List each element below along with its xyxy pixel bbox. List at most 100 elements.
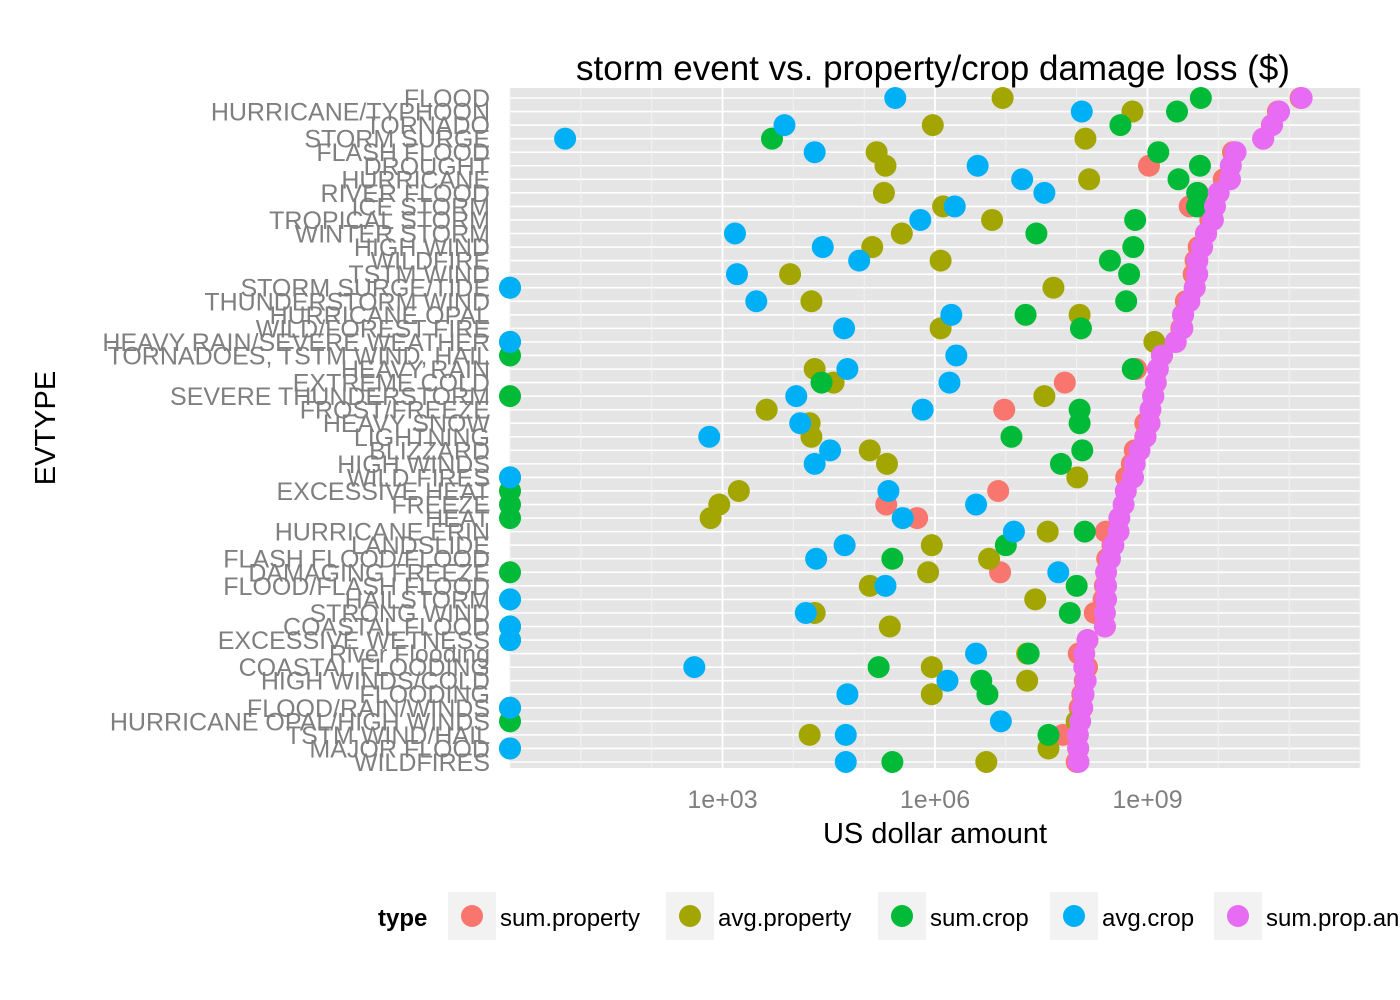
- point-avg.crop: [833, 317, 856, 340]
- point-avg.crop: [499, 466, 521, 489]
- legend-key-dot: [1063, 905, 1085, 927]
- point-avg.property: [1078, 168, 1101, 191]
- point-sum.crop: [881, 547, 904, 570]
- point-sum.property: [1053, 371, 1076, 394]
- point-avg.property: [875, 452, 898, 475]
- point-avg.crop: [836, 358, 859, 381]
- point-avg.crop: [945, 344, 968, 367]
- y-tick-label: HURRICANE ERIN: [275, 519, 490, 547]
- point-avg.property: [779, 263, 802, 286]
- y-tick-label: HIGH WINDS: [337, 451, 490, 479]
- point-avg.crop: [884, 87, 907, 109]
- point-sum.prop.and.crop: [1093, 615, 1116, 638]
- chart-title: storm event vs. property/crop damage los…: [576, 49, 1290, 88]
- legend-label: sum.prop.and.crop: [1266, 905, 1400, 932]
- legend-key-dot: [891, 905, 913, 927]
- y-tick-label: FLASH FLOOD/FLOOD: [223, 546, 490, 574]
- y-tick-label: HURRICANE OPAL: [270, 302, 491, 330]
- point-avg.crop: [794, 601, 817, 624]
- point-avg.crop: [811, 236, 834, 259]
- point-avg.crop: [1047, 561, 1070, 584]
- point-avg.property: [991, 87, 1014, 109]
- point-sum.crop: [1186, 195, 1209, 218]
- y-tick-label: WINTER STORM: [295, 221, 490, 249]
- y-tick-label: FLOODING: [359, 681, 490, 709]
- point-sum.crop: [1166, 100, 1189, 123]
- point-sum.crop: [1124, 208, 1147, 231]
- legend-label: sum.crop: [930, 905, 1029, 932]
- point-avg.property: [1016, 669, 1039, 692]
- point-sum.prop.and.crop: [1067, 751, 1090, 773]
- point-sum.crop: [1037, 723, 1060, 746]
- y-tick-label: THUNDERSTORM WIND: [204, 288, 490, 316]
- y-tick-label: EXCESSIVE HEAT: [277, 478, 491, 506]
- point-sum.crop: [1147, 141, 1170, 164]
- point-avg.property: [858, 574, 881, 597]
- point-avg.property: [727, 479, 750, 502]
- point-sum.crop: [1167, 168, 1190, 191]
- point-avg.crop: [909, 208, 932, 231]
- point-avg.crop: [1033, 181, 1056, 204]
- y-tick-label: HURRICANE/TYPHOON: [211, 99, 490, 127]
- point-sum.crop: [1109, 114, 1132, 137]
- y-tick-label: HEAVY RAIN/SEVERE WEATHER: [102, 329, 490, 357]
- x-tick-labels: 1e+03 1e+06 1e+09: [687, 786, 1182, 814]
- point-avg.crop: [725, 263, 748, 286]
- y-tick-label: HURRICANE OPAL/HIGH WINDS: [110, 708, 490, 736]
- y-tick-label: TROPICAL STORM: [269, 207, 490, 235]
- point-avg.property: [978, 547, 1001, 570]
- y-tick-label: WILD FIRES: [347, 464, 490, 492]
- point-avg.property: [872, 181, 895, 204]
- point-avg.crop: [554, 127, 577, 150]
- point-sum.crop: [810, 371, 833, 394]
- y-tick-label: TORNADOES, TSTM WIND, HAIL: [108, 342, 491, 370]
- y-tick-label: DROUGHT: [364, 153, 490, 181]
- y-tick-label: BLIZZARD: [369, 437, 490, 465]
- point-avg.crop: [499, 629, 521, 652]
- point-sum.crop: [499, 385, 521, 408]
- point-sum.crop: [1068, 412, 1091, 435]
- point-avg.crop: [745, 290, 768, 313]
- legend-key-dot: [461, 905, 483, 927]
- y-tick-label: HURRICANE: [341, 166, 490, 194]
- y-tick-label: FLOOD: [404, 85, 490, 113]
- point-sum.crop: [1115, 290, 1138, 313]
- y-tick-label: HIGH WIND: [354, 234, 490, 262]
- point-avg.property: [874, 154, 897, 177]
- point-avg.crop: [499, 737, 521, 760]
- point-avg.property: [929, 249, 952, 272]
- point-avg.property: [1033, 385, 1056, 408]
- point-sum.crop: [881, 751, 904, 773]
- point-sum.crop: [1017, 642, 1040, 665]
- legend-label: sum.property: [500, 905, 640, 932]
- y-tick-label: HIGH WINDS/COLD: [261, 668, 490, 696]
- y-tick-label: WILD/FOREST FIRE: [256, 315, 490, 343]
- point-avg.property: [890, 222, 913, 245]
- y-tick-label: LIGHTNING: [354, 424, 490, 452]
- legend-label: avg.property: [718, 905, 851, 932]
- point-avg.property: [920, 683, 943, 706]
- point-avg.crop: [1070, 100, 1093, 123]
- point-sum.crop: [1189, 87, 1212, 109]
- point-avg.crop: [965, 493, 988, 516]
- y-tick-label: HAILSTORM: [345, 586, 490, 614]
- point-avg.crop: [789, 412, 812, 435]
- y-tick-label: HEAVY SNOW: [323, 410, 491, 438]
- legend-key-dot: [1227, 905, 1249, 927]
- y-tick-label: LANDSLIDE: [351, 532, 490, 560]
- point-sum.crop: [1122, 236, 1145, 259]
- point-avg.crop: [803, 452, 826, 475]
- y-tick-label: STORM SURGE/TIDE: [240, 275, 490, 303]
- y-tick-label: COASTAL FLOODING: [239, 654, 490, 682]
- point-avg.property: [920, 656, 943, 679]
- point-sum.crop: [1065, 574, 1088, 597]
- y-tick-label: FLASH FLOOD: [316, 139, 490, 167]
- point-avg.crop: [499, 330, 521, 353]
- grid-lines: [509, 88, 1361, 768]
- point-avg.crop: [943, 195, 966, 218]
- point-avg.crop: [989, 710, 1012, 733]
- y-tick-label: River Flooding: [329, 641, 490, 669]
- point-avg.crop: [698, 425, 721, 448]
- y-tick-label: FROST/FREEZE: [300, 397, 490, 425]
